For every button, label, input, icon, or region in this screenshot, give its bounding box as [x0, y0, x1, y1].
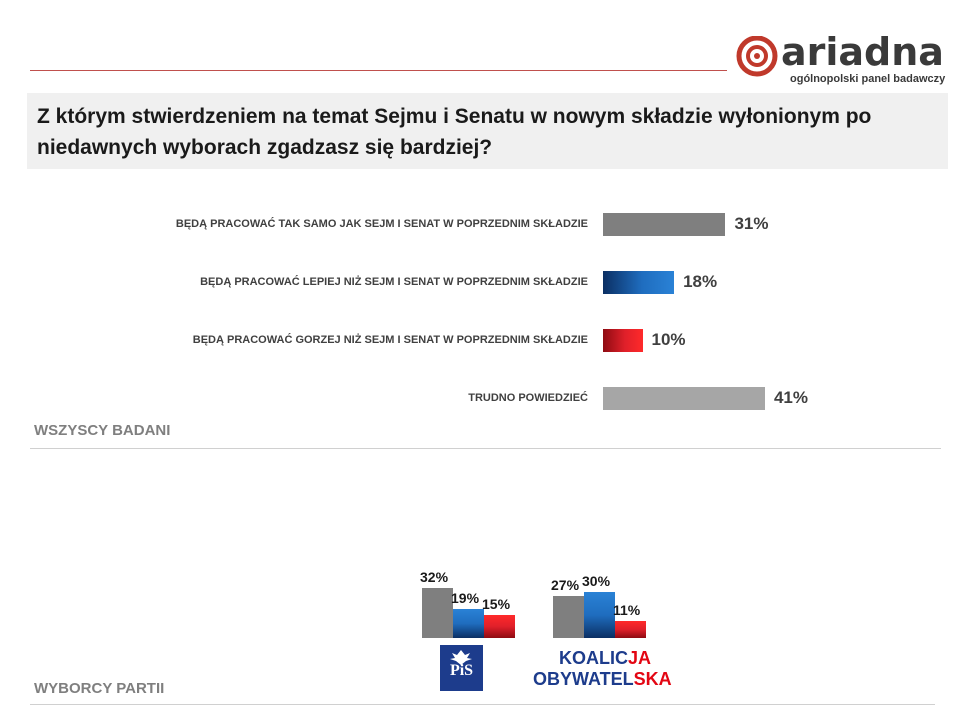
bar-value-label: 10% [651, 330, 686, 349]
ariadna-logo: ariadna ogólnopolski panel badawczy [735, 30, 950, 88]
section-label-parties: WYBORCY PARTII [34, 680, 165, 697]
bar-value-label: 41% [773, 388, 808, 407]
party-bar-value-label: 30% [582, 572, 611, 589]
party-bar [553, 596, 584, 638]
section-divider-bottom [30, 704, 935, 705]
party-bar [615, 620, 646, 638]
party-bar-value-label: 11% [613, 601, 641, 618]
category-label: BĘDĄ PRACOWAĆ LEPIEJ NIŻ SEJM I SENAT W … [200, 276, 588, 288]
ko-logo-line2: OBYWATELSKA [533, 669, 673, 690]
question-box: Z którym stwierdzeniem na temat Sejmu i … [27, 93, 948, 169]
category-label: BĘDĄ PRACOWAĆ GORZEJ NIŻ SEJM I SENAT W … [192, 334, 588, 346]
party-bar-value-label: 32% [420, 569, 449, 586]
party-bar [453, 608, 484, 638]
bar-value-label: 18% [683, 272, 718, 291]
ko-logo-part: JA [628, 648, 652, 668]
ko-logo-part: KOALIC [559, 648, 628, 668]
eagle-icon [450, 650, 472, 665]
category-label: TRUDNO POWIEDZIEĆ [468, 392, 588, 404]
ko-logo-part: OBYWATEL [533, 669, 634, 689]
logo-wordmark: ariadna [781, 30, 944, 74]
bar-value-label: 31% [734, 214, 769, 233]
ariadna-spiral-icon [736, 36, 778, 77]
ko-logo-line1: KOALICJA [533, 648, 673, 669]
section-label-all: WSZYSCY BADANI [34, 422, 171, 439]
bar [603, 387, 765, 410]
bar [603, 329, 643, 352]
party-bar-value-label: 19% [451, 589, 480, 606]
party-bar-value-label: 15% [482, 595, 511, 612]
party-bar [584, 591, 615, 638]
question-text: Z którym stwierdzeniem na temat Sejmu i … [37, 105, 872, 159]
party-bar [422, 588, 453, 638]
pis-logo: PiS [440, 645, 483, 691]
bar [603, 271, 675, 294]
party-bar [484, 614, 515, 638]
party-bar-value-label: 27% [551, 577, 580, 594]
category-label: BĘDĄ PRACOWAĆ TAK SAMO JAK SEJM I SENAT … [175, 218, 588, 230]
ko-logo-part: SKA [633, 669, 672, 689]
pis-logo-text: PiS [449, 662, 474, 679]
bar [603, 213, 726, 236]
logo-tagline: ogólnopolski panel badawczy [790, 73, 946, 85]
ko-logo: KOALICJA OBYWATELSKA [533, 648, 673, 690]
header-rule [30, 70, 727, 71]
section-divider-top [30, 448, 941, 449]
